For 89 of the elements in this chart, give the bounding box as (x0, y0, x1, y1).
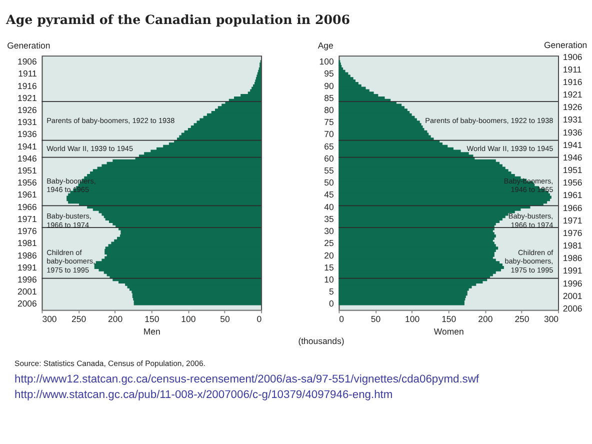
y-tick-label: 1956 (17, 178, 38, 188)
y-axis-title: Age (318, 40, 334, 50)
y-tick-label: 0 (328, 298, 334, 309)
y-tick-label: 1916 (17, 80, 38, 91)
y2-tick-label: 2001 (562, 290, 582, 301)
y-tick-label: 1986 (17, 250, 38, 260)
y2-tick-label: 1911 (562, 64, 582, 74)
y-tick-label: 1931 (17, 117, 38, 128)
y-tick-label: 1991 (17, 262, 38, 272)
x-tick-label: 100 (181, 314, 196, 324)
x-tick-label: 50 (220, 314, 230, 324)
y-tick-label: 1951 (17, 166, 38, 176)
x-tick-label: 50 (370, 314, 381, 324)
x-tick-label: 150 (144, 314, 160, 324)
y-tick-label: 70 (324, 129, 334, 140)
x-axis-title: Women (434, 326, 464, 337)
y-tick-label: 25 (324, 238, 334, 248)
y-tick-label: 35 (324, 214, 334, 224)
y-tick-label: 30 (324, 226, 334, 236)
x-tick-label: 300 (42, 314, 57, 324)
x-tick-label: 200 (478, 314, 493, 324)
y-tick-label: 65 (324, 141, 334, 152)
y-tick-label: 2001 (17, 286, 38, 297)
y-tick-label: 1906 (17, 56, 38, 67)
text: http://www12.statcan.gc.ca/census-recensement/2006/as-sa/97-551/vignettes/cda06pymd.swf (14, 374, 480, 386)
y2-tick-label: 1926 (562, 102, 582, 112)
y-tick-label: 95 (324, 68, 334, 79)
y2-tick-label: 1921 (562, 90, 582, 100)
y-tick-label: 85 (324, 92, 334, 103)
x-tick-label: 0 (339, 314, 344, 324)
y2-tick-label: 1971 (562, 215, 582, 226)
y-tick-label: 100 (319, 56, 334, 67)
y-tick-label: 5 (328, 286, 334, 297)
y-tick-label: 1981 (17, 238, 38, 248)
y-tick-label: 2006 (17, 298, 38, 309)
y-tick-label: 50 (324, 178, 334, 188)
x-tick-label: 150 (442, 314, 456, 324)
y2-tick-label: 1961 (562, 190, 582, 200)
bar (338, 302, 464, 306)
y-tick-label: 1941 (17, 141, 38, 152)
y2-tick-label: 1951 (562, 165, 582, 176)
y2-tick-label: 1916 (562, 76, 582, 87)
y2-tick-label: 1931 (562, 114, 582, 125)
y-tick-label: 1966 (17, 202, 38, 212)
x-tick-label: 300 (544, 314, 559, 324)
y-tick-label: 1911 (18, 68, 38, 79)
y-tick-label: 90 (324, 80, 334, 91)
y-tick-label: 15 (324, 262, 334, 272)
y2-axis-title: Generation (544, 40, 588, 50)
y-tick-label: 1946 (17, 153, 38, 164)
y2-tick-label: 1986 (562, 253, 582, 264)
x-tick-label: 0 (256, 314, 262, 324)
x-tick-label: 250 (72, 314, 86, 324)
y-tick-label: 60 (324, 153, 334, 164)
y-tick-label: 1926 (17, 104, 38, 115)
y2-tick-label: 1976 (562, 228, 582, 238)
y-tick-label: 80 (324, 104, 334, 115)
x-axis-title: Men (143, 326, 161, 337)
y2-tick-label: 1936 (562, 127, 582, 138)
x-tick-label: 100 (405, 314, 420, 324)
y-axis-title: Generation (7, 40, 50, 50)
y2-tick-label: 1941 (562, 140, 582, 150)
x-tick-label: 250 (514, 314, 530, 324)
source-note: Source: Statistics Canada, Census of Population, 2006. (14, 359, 206, 368)
y-tick-label: 1936 (17, 129, 38, 140)
y2-tick-label: 1991 (562, 266, 582, 276)
x-tick-label: 200 (108, 314, 123, 324)
y2-tick-label: 1981 (562, 240, 582, 251)
y-tick-label: 1961 (17, 190, 38, 200)
y-tick-label: 40 (324, 202, 334, 212)
y-tick-label: 1976 (17, 226, 38, 236)
y2-tick-label: 1966 (562, 202, 582, 213)
y-tick-label: 75 (324, 117, 334, 128)
y2-tick-label: 1996 (562, 278, 582, 288)
y-tick-label: 10 (324, 274, 334, 284)
y-tick-label: 1996 (17, 274, 38, 284)
y2-tick-label: 2006 (562, 304, 582, 314)
chart-title: Age pyramid of the Canadian population in 2006 (5, 12, 350, 28)
y2-tick-label: 1946 (562, 152, 582, 162)
y-tick-label: 45 (324, 190, 334, 200)
y2-tick-label: 1906 (562, 52, 582, 62)
y-tick-label: 1971 (17, 214, 38, 224)
bar (134, 302, 262, 306)
y-tick-label: 55 (324, 166, 334, 176)
y-tick-label: 20 (324, 250, 334, 260)
y-tick-label: 1921 (17, 92, 38, 103)
text: (thousands) (298, 336, 344, 346)
text: http://www.statcan.gc.ca/pub/11-008-x/2007006/c-g/10379/4097946-eng.htm (14, 389, 393, 402)
y2-tick-label: 1956 (562, 178, 582, 188)
